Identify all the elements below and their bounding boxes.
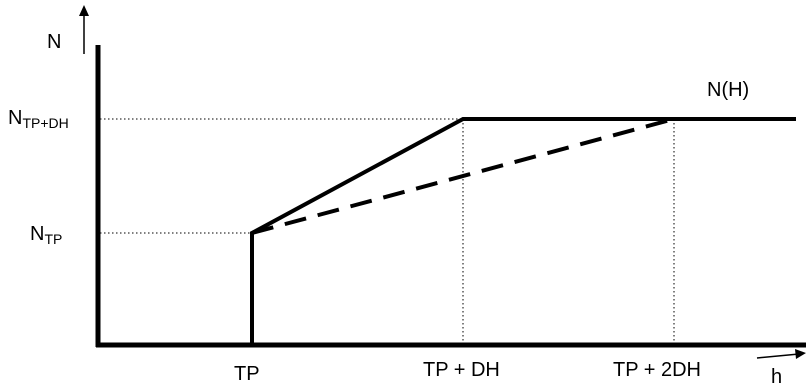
y-tick-ntp-main: N (30, 223, 45, 245)
x-arrow-shaft (756, 353, 800, 359)
y-tick-ntpdh: NTP+DH (8, 108, 69, 130)
x-tick-tpdh: TP + DH (423, 359, 500, 381)
y-tick-ntpdh-sub: TP+DH (22, 115, 69, 131)
x-axis-label: h (771, 366, 783, 388)
curve-dashed (251, 118, 671, 235)
x-arrow-head (795, 349, 806, 359)
curve-label: N(H) (707, 79, 750, 101)
y-tick-ntpdh-main: N (8, 107, 23, 129)
x-tick-tp2dh: TP + 2DH (613, 359, 701, 381)
x-tick-tp: TP (234, 363, 260, 385)
y-axis-label: N (47, 31, 62, 53)
y-arrow-head (79, 5, 89, 16)
y-tick-ntp-sub: TP (44, 231, 63, 247)
curve-solid (250, 117, 796, 345)
y-tick-ntp: NTP (30, 224, 62, 246)
